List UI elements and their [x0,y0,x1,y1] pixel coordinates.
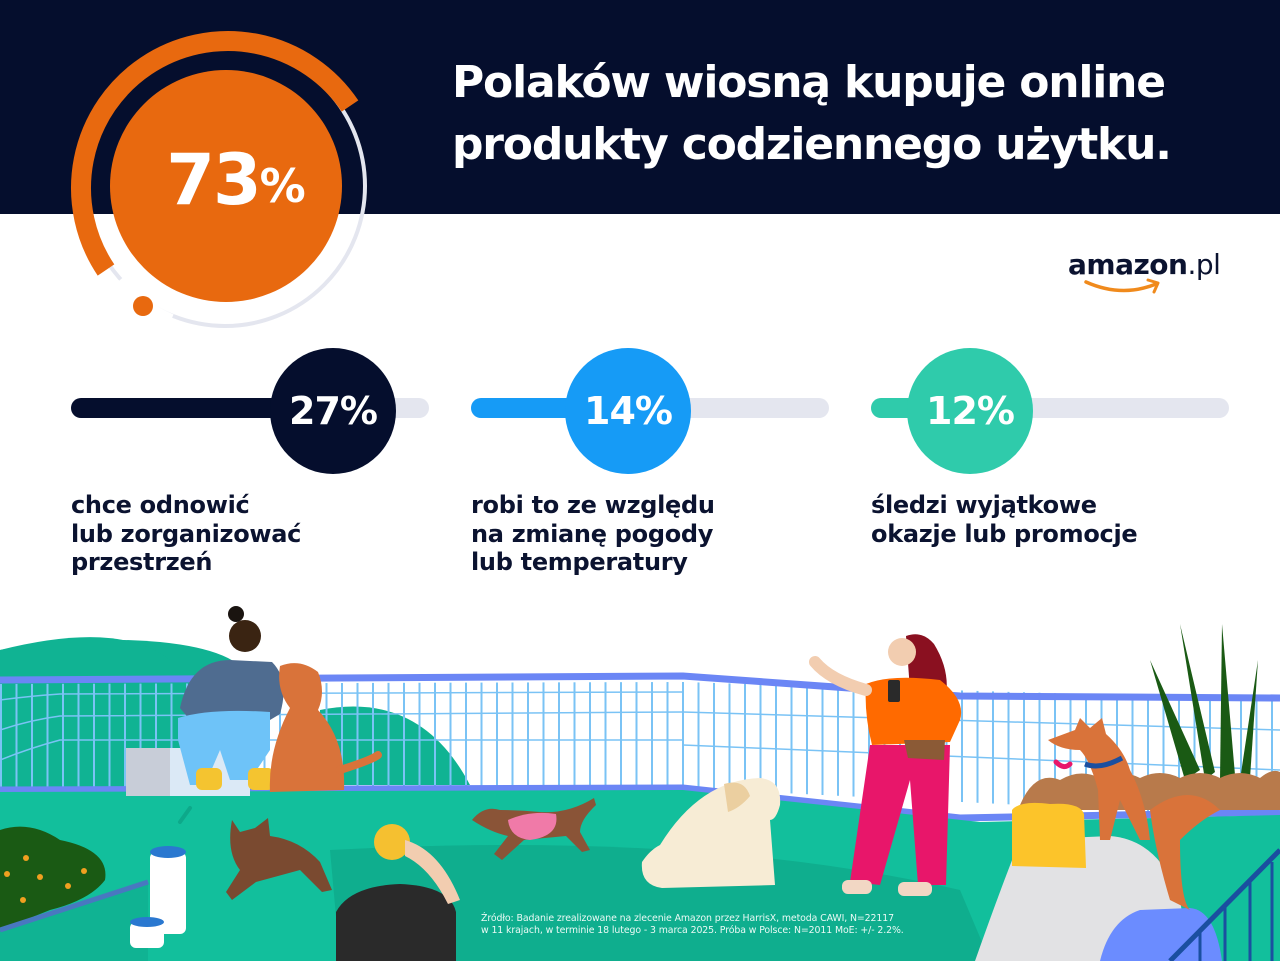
stat-card-weather: 14% robi to ze względu na zmianę pogody … [471,348,831,588]
progress-fill [71,398,311,418]
stat-description-line: lub temperatury [471,548,688,576]
stat-card-renovate: 27% chce odnowić lub zorganizować przest… [71,348,431,588]
stat-value: 14% [584,389,673,433]
stat-description-line: lub zorganizować [71,519,302,548]
dog-park-illustration [0,600,1280,961]
stat-description-line: okazje lub promocje [871,519,1138,548]
headline-line-2: produkty codziennego użytku. [452,119,1172,170]
source-note-line: Źródło: Badanie zrealizowane na zlecenie… [481,913,894,924]
amazon-logo: amazon.pl [1068,248,1238,298]
amazon-smile-icon [1084,278,1160,294]
stat-description-line: śledzi wyjątkowe [871,491,1097,519]
stat-description: śledzi wyjątkowe okazje lub promocje [871,491,1231,548]
source-note: Źródło: Badanie zrealizowane na zlecenie… [481,913,921,937]
hero-stat-value: 73% [140,130,330,230]
stat-description-line: przestrzeń [71,548,213,576]
hero-stat-unit: % [259,159,306,213]
stat-description-line: robi to ze względu [471,491,715,519]
stat-bubble: 12% [907,348,1033,474]
headline-line-1: Polaków wiosną kupuje online [452,57,1166,108]
stat-card-promotions: 12% śledzi wyjątkowe okazje lub promocje [871,348,1231,588]
hero-stat-number: 73 [166,139,261,221]
logo-wordmark: amazon.pl [1068,248,1221,281]
stat-value: 27% [289,389,378,433]
logo-tld: .pl [1187,248,1221,281]
stat-description: chce odnowić lub zorganizować przestrzeń [71,491,431,577]
stat-bubble: 14% [565,348,691,474]
stat-description-line: chce odnowić [71,491,250,519]
stat-value: 12% [926,389,1015,433]
source-note-line: w 11 krajach, w terminie 18 lutego - 3 m… [481,925,904,936]
logo-brand: amazon [1068,248,1188,281]
stat-description-line: na zmianę pogody [471,519,714,548]
hero-progress-ring [71,31,367,328]
page-title: Polaków wiosną kupuje online produkty co… [452,52,1252,176]
stat-description: robi to ze względu na zmianę pogody lub … [471,491,831,577]
hero-stat: 73% [0,0,420,340]
stat-bubble: 27% [270,348,396,474]
dog-park-scene-image [0,606,1280,961]
